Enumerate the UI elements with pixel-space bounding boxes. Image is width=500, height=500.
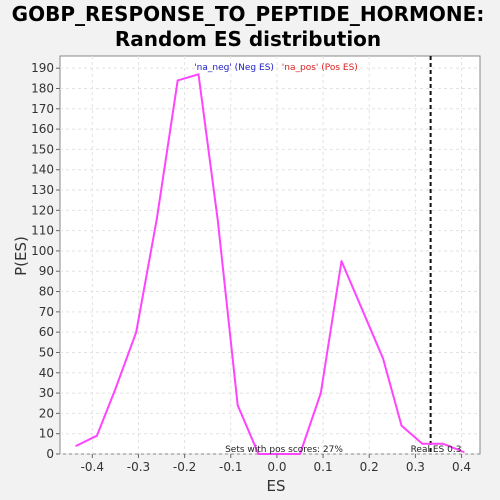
data-point — [156, 217, 158, 220]
series-line — [75, 73, 465, 455]
y-tick-label: 0 — [46, 447, 54, 461]
x-tick-label: -0.1 — [219, 460, 242, 474]
x-tick-label: -0.4 — [81, 460, 104, 474]
y-tick-label: 50 — [39, 345, 54, 359]
data-point — [462, 451, 465, 453]
pos-scores-annotation: Sets with pos scores: 27% — [225, 445, 343, 455]
chart-title-line2: Random ES distribution — [115, 27, 381, 51]
x-tick-label: -0.3 — [127, 460, 150, 474]
grid-lines — [60, 56, 480, 455]
x-tick-label: 0.3 — [406, 460, 425, 474]
y-tick-label: 20 — [39, 406, 54, 420]
legend-pos: 'na_pos' (Pos ES) — [282, 63, 358, 73]
x-tick-label: 0.1 — [314, 460, 333, 474]
data-point — [299, 453, 301, 455]
data-point — [382, 357, 384, 360]
y-tick-label: 160 — [31, 122, 54, 136]
x-tick-label: 0.0 — [267, 460, 286, 474]
data-point — [340, 260, 343, 262]
y-axis-label: P(ES) — [12, 236, 30, 276]
y-tick-label: 110 — [31, 224, 54, 238]
data-point — [278, 453, 281, 455]
y-tick-label: 100 — [31, 244, 54, 258]
data-point — [114, 388, 117, 390]
series-layer — [75, 73, 465, 455]
legend: 'na_neg' (Neg ES) 'na_pos' (Pos ES) — [194, 63, 358, 73]
y-tick-label: 70 — [39, 305, 54, 319]
y-tick-label: 190 — [31, 61, 54, 75]
y-tick-label: 80 — [39, 285, 54, 299]
data-point — [197, 73, 200, 76]
x-tick-label: -0.2 — [173, 460, 196, 474]
data-point — [400, 424, 403, 427]
chart-title-line1: GOBP_RESPONSE_TO_PEPTIDE_HORMONE: — [12, 2, 485, 26]
data-point — [96, 434, 98, 437]
y-tick-label: 30 — [39, 386, 54, 400]
real-es-label: Real ES 0.3 — [411, 445, 462, 455]
y-tick-label: 140 — [31, 163, 54, 177]
y-tick-label: 10 — [39, 427, 54, 441]
data-point — [319, 392, 322, 394]
data-point — [257, 453, 260, 455]
data-point — [442, 442, 444, 445]
plot-area — [59, 55, 481, 455]
y-tick-label: 130 — [31, 183, 54, 197]
y-tick-label: 120 — [31, 203, 54, 217]
y-tick-label: 40 — [39, 366, 54, 380]
legend-neg: 'na_neg' (Neg ES) — [194, 63, 274, 73]
y-tick-label: 170 — [31, 102, 54, 116]
data-point — [135, 331, 138, 334]
x-tick-label: 0.2 — [360, 460, 379, 474]
y-tick-label: 60 — [39, 325, 54, 339]
x-axis: -0.4 -0.3 -0.2 -0.1 0.0 0.1 0.2 0.3 0.4 — [81, 454, 471, 474]
y-tick-label: 150 — [31, 142, 54, 156]
data-point — [216, 219, 219, 222]
x-axis-label: ES — [267, 477, 286, 495]
data-point — [176, 79, 179, 82]
y-axis: 0 10 20 30 40 50 60 70 80 90 100 110 120 130 140 150 160… — [31, 61, 60, 461]
data-point — [421, 442, 424, 445]
y-tick-label: 90 — [39, 264, 54, 278]
data-point — [75, 444, 78, 447]
y-tick-label: 180 — [31, 81, 54, 95]
data-point — [236, 404, 239, 407]
x-tick-label: 0.4 — [452, 460, 471, 474]
data-point — [361, 308, 364, 311]
